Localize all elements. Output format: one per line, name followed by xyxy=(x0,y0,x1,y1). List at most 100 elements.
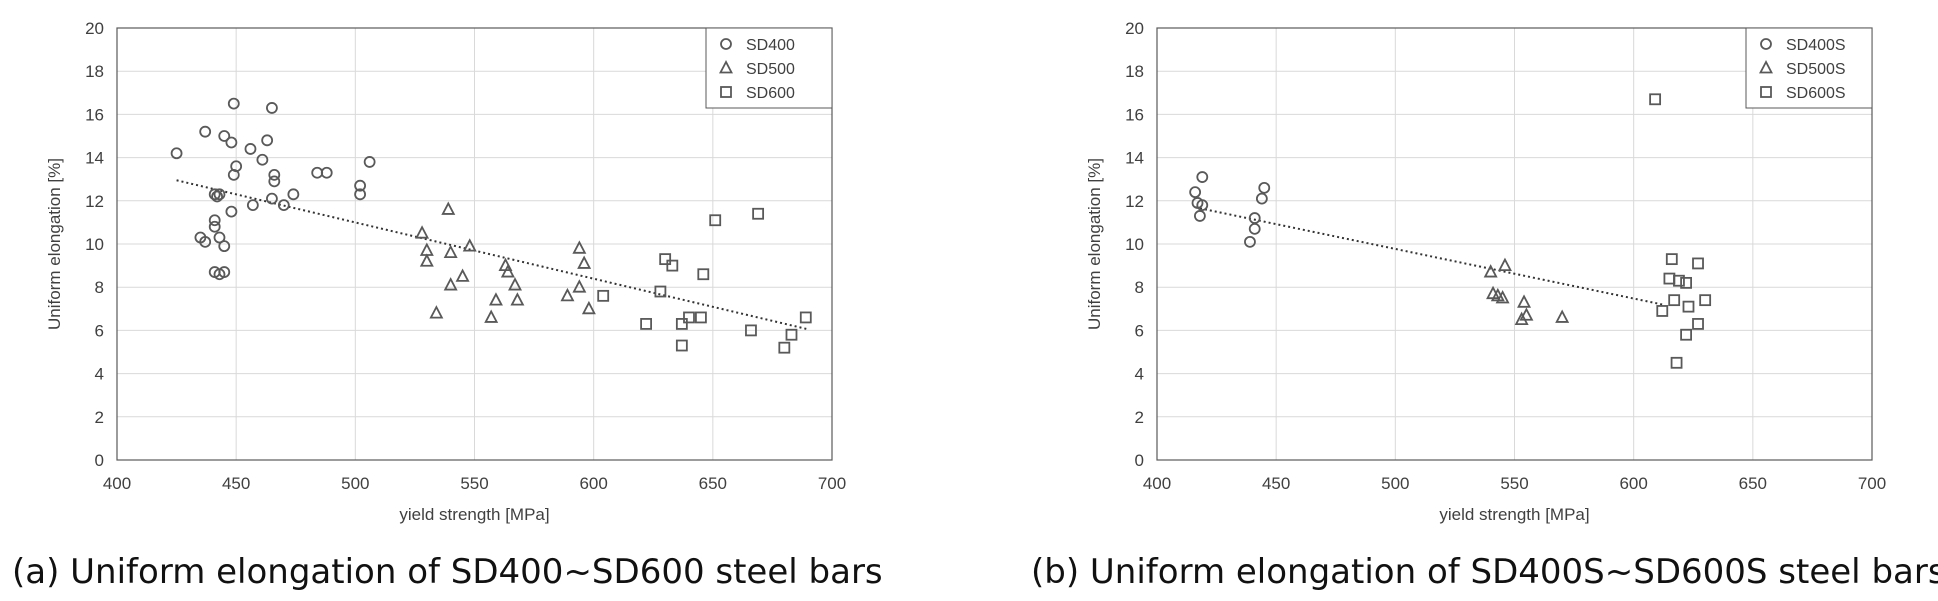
data-point xyxy=(1670,356,1683,369)
data-point xyxy=(1673,274,1685,287)
data-point xyxy=(683,311,695,324)
data-point xyxy=(1495,290,1510,304)
data-point xyxy=(311,166,324,179)
data-point xyxy=(695,311,707,324)
legend-marker xyxy=(1760,86,1772,98)
data-point xyxy=(508,277,523,291)
data-point xyxy=(572,240,587,254)
series-sd500 xyxy=(415,201,596,323)
y-tick-label: 18 xyxy=(85,62,104,81)
data-point xyxy=(572,279,587,293)
data-point xyxy=(675,339,688,352)
data-point xyxy=(752,207,765,220)
data-point xyxy=(208,214,221,227)
data-point xyxy=(1196,171,1209,183)
data-point xyxy=(354,179,367,192)
data-point xyxy=(1656,305,1669,317)
y-tick-label: 6 xyxy=(95,321,104,340)
y-tick-label: 2 xyxy=(95,408,104,427)
data-point xyxy=(415,225,430,239)
data-point xyxy=(244,143,257,155)
x-tick-label: 450 xyxy=(1262,474,1290,493)
data-point xyxy=(363,156,376,168)
data-point xyxy=(443,244,458,259)
data-point xyxy=(1555,309,1570,323)
data-point xyxy=(1668,294,1681,307)
data-point xyxy=(785,328,798,341)
data-point xyxy=(277,199,290,212)
plot-frame xyxy=(116,27,833,461)
data-point xyxy=(1193,210,1206,222)
data-point xyxy=(1196,199,1209,212)
data-point xyxy=(697,268,710,281)
data-point xyxy=(1665,253,1678,266)
data-point xyxy=(560,287,575,302)
y-axis-label: Uniform elongation [%] xyxy=(45,158,64,330)
chart-panel-b: 400 450 500 550 600 650 700 0 2 4 6 8 10 12 14 16 18 20 yi… xyxy=(969,0,1938,601)
x-tick-label: 700 xyxy=(1858,474,1886,493)
data-point xyxy=(268,175,281,188)
y-tick-label: 14 xyxy=(1125,149,1144,168)
data-point xyxy=(1680,276,1692,289)
data-point xyxy=(1258,181,1271,194)
data-point xyxy=(1248,212,1261,224)
y-tick-label: 8 xyxy=(1135,278,1144,297)
data-point xyxy=(1680,328,1692,341)
data-point xyxy=(443,277,458,291)
data-point xyxy=(488,292,503,306)
chart-panel-a: 400 450 500 550 600 650 700 0 2 4 6 8 10 12 14 16 18 20 yi… xyxy=(12,19,883,592)
data-point xyxy=(208,220,221,233)
y-tick-label: 12 xyxy=(85,192,104,211)
legend-marker xyxy=(720,38,732,50)
data-point xyxy=(1248,222,1261,235)
x-axis-label: yield strength [MPa] xyxy=(1439,505,1589,524)
data-point xyxy=(1244,235,1256,248)
data-point xyxy=(419,253,434,267)
legend-box xyxy=(705,27,833,109)
y-tick-label: 16 xyxy=(1125,105,1144,124)
data-point xyxy=(455,268,470,282)
data-point xyxy=(227,97,240,110)
trendline xyxy=(1194,206,1663,306)
data-point xyxy=(640,318,652,330)
y-tick-label: 4 xyxy=(1135,365,1144,384)
legend-marker xyxy=(1760,38,1772,50)
data-point xyxy=(778,341,791,354)
x-tick-label: 400 xyxy=(103,474,131,493)
trendline xyxy=(176,179,809,331)
x-tick-label: 500 xyxy=(1381,474,1409,493)
data-point xyxy=(170,147,183,160)
data-point xyxy=(208,188,221,201)
data-point xyxy=(261,134,274,147)
y-tick-label: 20 xyxy=(85,19,104,38)
legend-label: SD400S xyxy=(1786,37,1846,54)
y-tick-label: 0 xyxy=(1135,451,1144,470)
data-point xyxy=(199,125,212,138)
y-tick-label: 8 xyxy=(95,278,104,297)
legend: SD400S SD500S SD600S xyxy=(1745,27,1873,109)
data-point xyxy=(266,102,278,114)
data-point xyxy=(577,255,592,269)
legend-label: SD500 xyxy=(746,61,795,78)
data-point xyxy=(211,190,224,203)
data-point xyxy=(256,153,269,166)
x-tick-label: 600 xyxy=(579,474,607,493)
series-sd400 xyxy=(170,97,376,281)
y-tick-label: 18 xyxy=(1125,62,1144,81)
y-tick-label: 4 xyxy=(95,365,104,384)
legend-label: SD400 xyxy=(746,37,795,54)
legend-label: SD500S xyxy=(1786,61,1846,78)
y-tick-label: 6 xyxy=(1135,321,1144,340)
data-point xyxy=(268,168,281,181)
data-point xyxy=(287,188,300,201)
data-point xyxy=(266,192,278,205)
data-point xyxy=(1517,294,1532,308)
x-tick-label: 550 xyxy=(1500,474,1528,493)
scatter-chart-b: 400 450 500 550 600 650 700 0 2 4 6 8 10 12 14 16 18 20 yi… xyxy=(1085,19,1886,524)
data-point xyxy=(799,311,812,324)
data-point xyxy=(709,214,722,227)
data-point xyxy=(225,136,238,149)
data-point xyxy=(1255,192,1268,205)
x-tick-label: 650 xyxy=(1739,474,1767,493)
y-tick-label: 14 xyxy=(85,149,104,168)
